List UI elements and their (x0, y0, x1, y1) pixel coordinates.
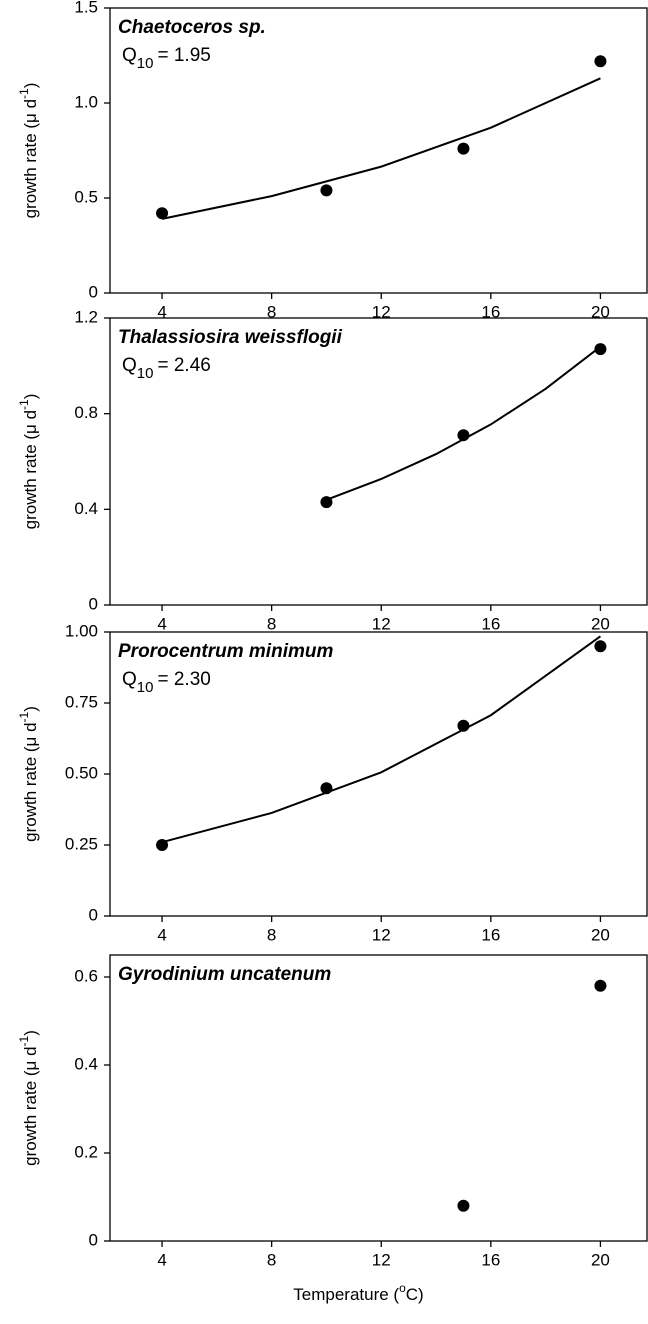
x-tick-label: 12 (372, 614, 391, 633)
q10-part: = 2.30 (157, 669, 210, 690)
y-axis-label-part: ) (21, 1030, 40, 1036)
q10-part: = 1.95 (157, 45, 210, 66)
y-tick-label: 0 (89, 282, 98, 301)
data-point (594, 640, 607, 653)
x-tick-label: 4 (157, 1250, 166, 1269)
x-tick-label: 12 (372, 302, 391, 321)
y-axis-label-part: growth rate (μ d (21, 722, 40, 841)
y-axis-label-part: ) (21, 83, 40, 89)
y-tick-label: 1.5 (74, 0, 98, 16)
q10-annotation: Q10 = 1.95 (122, 45, 211, 72)
y-tick-label: 0.4 (74, 1054, 98, 1073)
y-tick-label: 0.6 (74, 966, 98, 985)
data-point (457, 142, 470, 155)
y-tick-label: 0 (89, 905, 98, 924)
panel-title: Thalassiosira weissflogii (118, 327, 343, 348)
x-axis-label: Temperature (oC) (293, 1281, 423, 1304)
y-tick-label: 0.75 (65, 692, 98, 711)
x-tick-label: 16 (481, 925, 500, 944)
data-point (594, 55, 607, 68)
y-axis-label-part: growth rate (μ d (21, 410, 40, 529)
y-axis-label: growth rate (μ d-1) (17, 83, 40, 219)
y-axis-label-part: ) (21, 706, 40, 712)
panel-title: Gyrodinium uncatenum (118, 964, 331, 985)
data-point (320, 496, 333, 509)
x-tick-label: 16 (481, 302, 500, 321)
y-axis-label-part: growth rate (μ d (21, 1046, 40, 1165)
data-point (156, 207, 169, 220)
x-tick-label: 20 (591, 1250, 610, 1269)
y-axis-label-part: -1 (17, 88, 31, 99)
y-tick-label: 0.25 (65, 834, 98, 853)
x-axis-label-part: C) (406, 1285, 424, 1304)
x-tick-label: 4 (157, 925, 166, 944)
plot-frame (109, 954, 648, 1242)
y-tick-label: 1.2 (74, 307, 98, 326)
y-tick-label: 0.50 (65, 763, 98, 782)
x-tick-label: 8 (267, 614, 276, 633)
data-point (457, 429, 470, 442)
panel-title: Chaetoceros sp. (118, 17, 266, 38)
y-tick-label: 0.2 (74, 1142, 98, 1161)
data-point (457, 719, 470, 732)
q10-part: 10 (137, 55, 154, 72)
y-axis-label-part: growth rate (μ d (21, 99, 40, 218)
q10-part: 10 (137, 365, 154, 382)
x-tick-label: 20 (591, 925, 610, 944)
data-point (320, 782, 333, 795)
q10-part: Q (122, 669, 137, 690)
x-tick-label: 8 (267, 925, 276, 944)
fit-curve (161, 635, 602, 844)
x-axis-label-part: Temperature ( (293, 1285, 399, 1304)
x-tick-label: 12 (372, 925, 391, 944)
q10-part: Q (122, 45, 137, 66)
y-axis-label-part: -1 (17, 1035, 31, 1046)
y-axis-label-part: -1 (17, 711, 31, 722)
x-tick-label: 4 (157, 302, 166, 321)
q10-part: Q (122, 355, 137, 376)
plot-frame (109, 7, 648, 294)
y-axis-label: growth rate (μ d-1) (17, 1030, 40, 1166)
q10-part: 10 (137, 679, 154, 696)
y-axis-label: growth rate (μ d-1) (17, 394, 40, 530)
plot-frame (109, 317, 648, 606)
y-tick-label: 0.5 (74, 187, 98, 206)
y-tick-label: 0 (89, 594, 98, 613)
x-tick-label: 8 (267, 1250, 276, 1269)
q10-annotation: Q10 = 2.46 (122, 355, 211, 382)
y-tick-label: 1.00 (65, 621, 98, 640)
x-tick-label: 16 (481, 1250, 500, 1269)
fit-curve (326, 345, 602, 501)
x-tick-label: 20 (591, 614, 610, 633)
data-point (457, 1199, 470, 1212)
data-point (156, 839, 169, 851)
x-axis-label-part: o (399, 1281, 406, 1295)
x-tick-label: 8 (267, 302, 276, 321)
data-point (594, 343, 607, 356)
data-point (594, 979, 607, 992)
q10-annotation: Q10 = 2.30 (122, 669, 211, 696)
y-tick-label: 0.8 (74, 403, 98, 422)
y-tick-label: 0 (89, 1230, 98, 1249)
x-tick-label: 12 (372, 1250, 391, 1269)
y-tick-label: 1.0 (74, 92, 98, 111)
y-axis-label-part: -1 (17, 399, 31, 410)
panel-title: Prorocentrum minimum (118, 641, 333, 662)
y-tick-label: 0.4 (74, 499, 98, 518)
fit-curve (161, 77, 601, 220)
data-point (320, 184, 333, 197)
q10-part: = 2.46 (157, 355, 210, 376)
y-axis-label: growth rate (μ d-1) (17, 706, 40, 842)
y-axis-label-part: ) (21, 394, 40, 400)
x-tick-label: 20 (591, 302, 610, 321)
x-tick-label: 16 (481, 614, 500, 633)
x-tick-label: 4 (157, 614, 166, 633)
